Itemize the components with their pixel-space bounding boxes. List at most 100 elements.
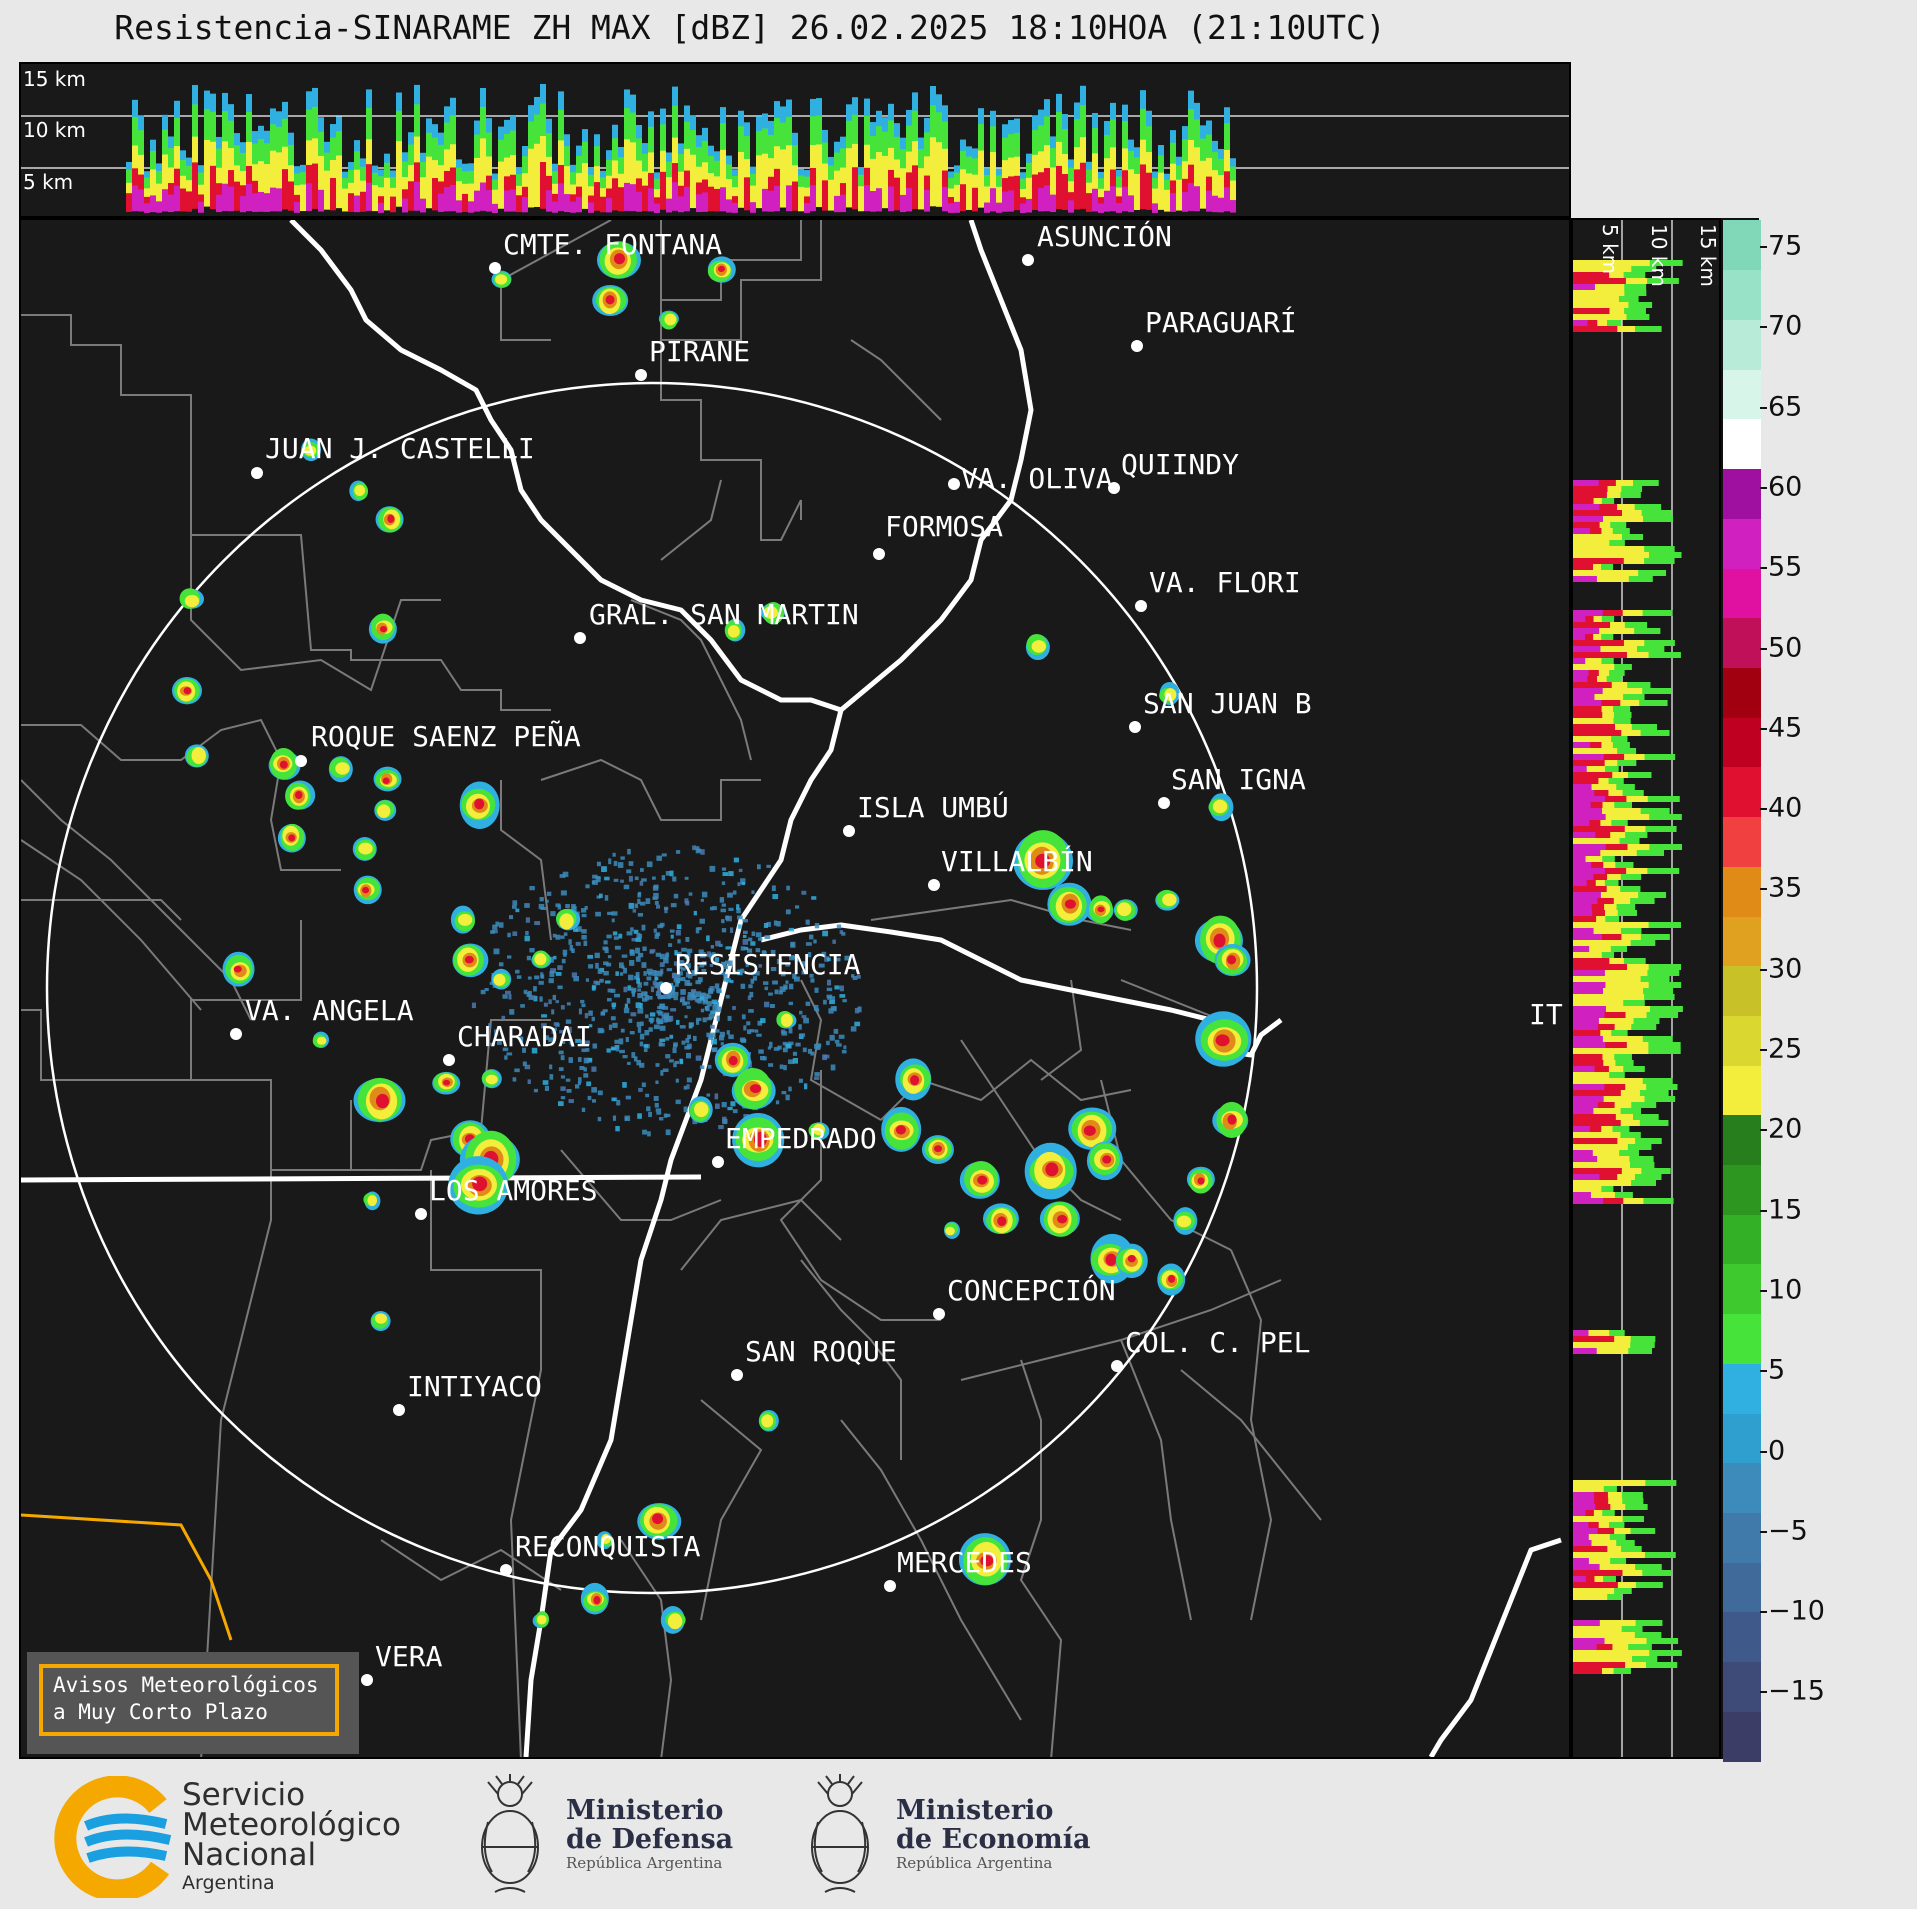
clutter-speck: [663, 957, 669, 964]
colorbar-segment: [1723, 369, 1761, 420]
profile-row: [1573, 1126, 1590, 1132]
clutter-speck: [730, 927, 734, 933]
echo-cell: [1215, 1034, 1230, 1047]
profile-row: [1573, 994, 1645, 1000]
clutter-speck: [512, 1077, 517, 1082]
clutter-speck: [542, 1080, 549, 1085]
clutter-speck: [719, 897, 725, 903]
clutter-speck: [641, 991, 647, 997]
clutter-speck: [640, 1021, 644, 1026]
echo-cell: [316, 1036, 327, 1045]
city-resistencia: RESISTENCIA: [660, 948, 861, 994]
colorbar-tick: [1760, 808, 1767, 811]
clutter-speck: [725, 960, 731, 964]
clutter-speck: [512, 905, 517, 909]
clutter-speck: [623, 1007, 630, 1014]
warnings-notice[interactable]: Avisos Meteorológicos a Muy Corto Plazo: [27, 1652, 359, 1754]
echo-cell: [761, 1414, 774, 1428]
colorbar-segment: [1723, 1263, 1761, 1315]
profile-column: [606, 198, 612, 213]
clutter-speck: [620, 856, 625, 860]
clutter-speck: [652, 970, 657, 976]
profile-column: [438, 193, 444, 212]
clutter-speck: [551, 1027, 557, 1031]
colorbar-tick: [1760, 486, 1767, 489]
clutter-speck: [672, 1047, 677, 1054]
echo-cell: [728, 1055, 738, 1066]
clutter-speck: [681, 947, 687, 952]
profile-column: [1002, 191, 1008, 212]
profile-row: [1573, 1024, 1598, 1030]
clutter-speck: [662, 1006, 669, 1010]
clutter-speck: [646, 861, 653, 868]
clutter-speck: [607, 911, 614, 916]
clutter-speck: [679, 1025, 686, 1029]
clutter-speck: [504, 1055, 508, 1060]
clutter-speck: [543, 1002, 548, 1007]
clutter-speck: [625, 1095, 631, 1100]
city-san-juan-b: SAN JUAN B: [1129, 687, 1312, 733]
clutter-speck: [560, 1055, 565, 1061]
colorbar-segment: [1723, 269, 1761, 320]
profile-column: [666, 177, 672, 211]
profile-row: [1573, 868, 1605, 874]
profile-row: [1573, 1570, 1623, 1576]
clutter-speck: [805, 942, 812, 946]
profile-row: [1573, 1348, 1597, 1354]
clutter-speck: [646, 968, 653, 974]
profile-row: [1573, 504, 1600, 510]
clutter-speck: [714, 957, 720, 963]
radar-map[interactable]: CMTE. FONTANA ASUNCIÓN PARAGUARÍ PIRANE …: [19, 218, 1571, 1759]
profile-column: [1056, 165, 1062, 210]
top-height-profile: 15 km 10 km 5 km: [19, 62, 1571, 218]
profile-column: [306, 183, 312, 211]
clutter-speck: [754, 1029, 759, 1033]
profile-column: [384, 177, 390, 211]
profile-row: [1573, 970, 1605, 976]
echo-cell: [367, 1195, 378, 1207]
profile-row: [1573, 814, 1606, 820]
clutter-speck: [639, 1041, 644, 1047]
clutter-speck: [686, 1052, 692, 1059]
profile-column: [216, 194, 222, 213]
clutter-speck: [580, 999, 585, 1004]
clutter-speck: [662, 1068, 669, 1073]
profile-column: [564, 194, 570, 213]
clutter-speck: [836, 924, 842, 929]
clutter-speck: [655, 1108, 662, 1112]
profile-row: [1573, 1330, 1589, 1336]
clutter-speck: [501, 1015, 506, 1020]
profile-column: [552, 201, 558, 213]
clutter-speck: [592, 1043, 598, 1049]
clutter-speck: [581, 1048, 587, 1053]
clutter-speck: [750, 941, 756, 946]
clutter-speck: [686, 948, 693, 953]
clutter-speck: [528, 995, 533, 1000]
clutter-speck: [588, 964, 594, 969]
clutter-speck: [669, 870, 674, 877]
city-label: GRAL. SAN MARTIN: [589, 598, 859, 631]
clutter-speck: [792, 1051, 797, 1056]
city-va-flori: VA. FLORI: [1135, 566, 1301, 612]
clutter-speck: [715, 1006, 722, 1013]
profile-column: [840, 194, 846, 213]
profile-row: [1573, 886, 1607, 892]
clutter-speck: [608, 1024, 613, 1031]
colorbar-tick: [1760, 968, 1767, 971]
province-warning-border: [21, 1513, 233, 1641]
clutter-speck: [595, 962, 599, 969]
clutter-speck: [652, 876, 656, 880]
profile-column: [270, 150, 276, 208]
clutter-speck: [660, 1003, 666, 1009]
profile-column: [996, 186, 1002, 212]
profile-column: [276, 152, 282, 208]
profile-row: [1573, 540, 1610, 546]
clutter-speck: [549, 1074, 554, 1080]
profile-column: [996, 202, 1002, 213]
profile-row: [1573, 1564, 1636, 1570]
profile-column: [582, 163, 588, 209]
clutter-speck: [684, 1045, 691, 1050]
profile-column: [294, 202, 300, 213]
clutter-speck: [657, 1006, 662, 1010]
profile-column: [342, 188, 348, 212]
